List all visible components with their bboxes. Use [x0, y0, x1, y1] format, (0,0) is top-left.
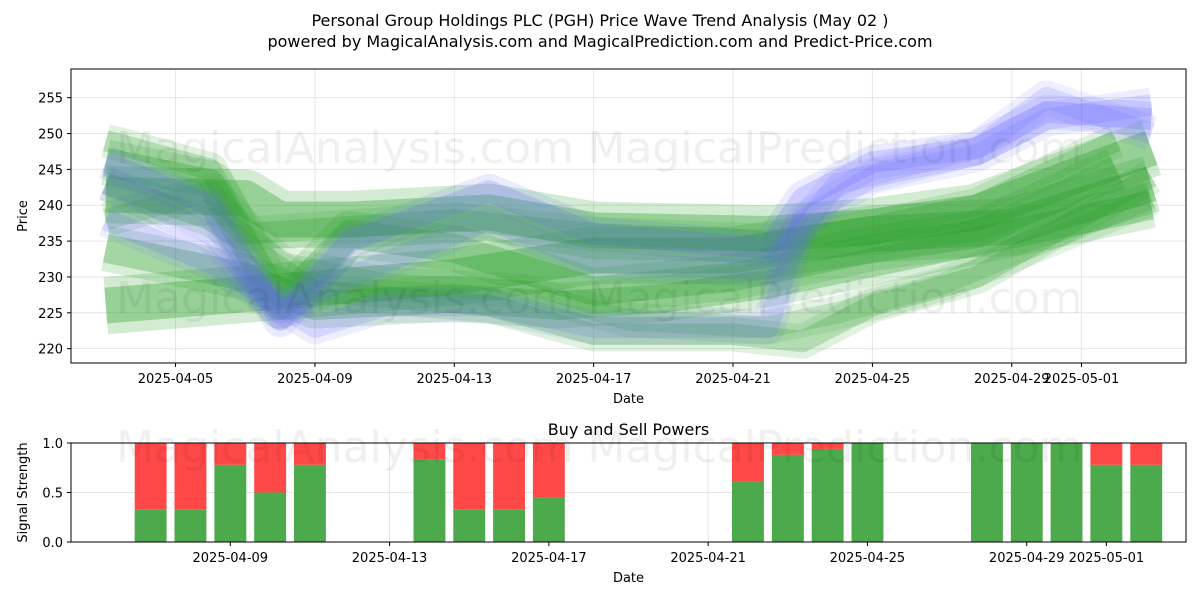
x-tick-label: 2025-04-21 [695, 372, 771, 387]
wave-band-halo [100, 161, 1160, 359]
sell-bar [771, 443, 804, 455]
buy-bar [732, 481, 764, 542]
y-tick-label: 230 [38, 271, 63, 286]
x-tick-label: 2025-04-21 [670, 551, 746, 566]
buy-bar [174, 509, 207, 542]
y-tick-label: 220 [38, 343, 63, 358]
sell-bar [453, 443, 486, 510]
sell-bar [1090, 443, 1123, 465]
wave-band [102, 191, 1155, 320]
wave-band [101, 86, 1155, 324]
buy-bar [771, 454, 804, 542]
x-tick-label: 2025-04-13 [352, 551, 428, 566]
y-axis-label: Price [16, 200, 31, 232]
buy-bar [493, 509, 525, 542]
wave-band-halo [105, 120, 1162, 263]
price-chart: 2025-04-05 2025-04-09 2025-04-13 2025-04-17… [16, 68, 1187, 407]
buy-bar [453, 509, 486, 542]
buy-bar [413, 459, 446, 542]
buy-bar [851, 443, 884, 542]
buy-bar [134, 509, 167, 542]
y-tick-label: 0.0 [42, 536, 63, 551]
buy-bar [1010, 443, 1043, 542]
wave-band [102, 180, 1156, 338]
watermark-prediction-top: MagicalPrediction.com [588, 123, 1083, 174]
sell-bar [214, 443, 247, 465]
y-tick-label: 240 [38, 199, 63, 214]
sell-bar [254, 443, 287, 493]
buy-bar [214, 464, 247, 542]
sell-bar [532, 443, 565, 498]
wave-band-halo [101, 173, 1158, 345]
wave-band [102, 167, 1157, 353]
sell-bar [294, 443, 326, 465]
sell-bar [732, 443, 764, 482]
buy-bar [1130, 464, 1163, 542]
y-tick-label: 250 [38, 128, 63, 143]
sell-bar [493, 443, 525, 510]
watermark-analysis-mid: MagicalAnalysis.com [116, 273, 574, 324]
x-tick-label: 2025-04-29 [974, 372, 1050, 387]
signal-chart-title: Buy and Sell Powers [548, 420, 710, 439]
wave-band [104, 166, 1157, 324]
buy-bar [294, 464, 326, 542]
y-axis-label: Signal Strength [16, 442, 31, 542]
x-tick-label: 2025-04-25 [835, 372, 911, 387]
sell-bar [134, 443, 167, 510]
wave-band [101, 101, 1152, 331]
figure-title-line2: powered by MagicalAnalysis.com and Magic… [267, 32, 932, 51]
wave-band-halo [101, 139, 1126, 329]
y-tick-label: 1.0 [42, 437, 63, 452]
wave-band-halo [103, 156, 1160, 335]
watermark-analysis-bottom: MagicalAnalysis.com [116, 422, 574, 473]
y-tick-label: 255 [38, 92, 63, 107]
signal-chart: Buy and Sell Powers 2025-04-09 2025-04-13 2… [16, 420, 1187, 586]
x-tick-label: 2025-04-25 [830, 551, 906, 566]
watermark-analysis-top: MagicalAnalysis.com [116, 123, 574, 174]
y-tick-label: 245 [38, 163, 63, 178]
sell-bar [1130, 443, 1163, 465]
buy-bar [971, 443, 1003, 542]
x-tick-label: 2025-04-05 [138, 372, 214, 387]
x-tick-label: 2025-04-13 [417, 372, 493, 387]
sell-bar [413, 443, 446, 460]
y-tick-label: 235 [38, 235, 63, 250]
watermark-prediction-mid: MagicalPrediction.com [588, 273, 1083, 324]
wave-band [105, 131, 1158, 252]
x-tick-label: 2025-05-01 [1044, 372, 1120, 387]
wave-band-halo [101, 182, 1156, 329]
wave-band [101, 94, 1153, 338]
x-axis-label: Date [613, 571, 644, 586]
x-tick-label: 2025-04-09 [277, 372, 353, 387]
wave-band-halo [101, 124, 1124, 259]
plot-frame [70, 68, 1187, 364]
y-tick-label: 225 [38, 307, 63, 322]
x-tick-label: 2025-04-17 [556, 372, 632, 387]
wave-band-halo [98, 80, 1157, 330]
buy-bar [811, 448, 844, 542]
wave-band [102, 148, 1123, 320]
y-tick-label: 0.5 [42, 487, 63, 502]
buy-bar [1050, 443, 1083, 542]
buy-bar [1090, 464, 1123, 542]
buy-bar [532, 497, 565, 542]
x-tick-label: 2025-04-29 [989, 551, 1065, 566]
x-tick-label: 2025-04-09 [193, 551, 269, 566]
wave-band-halo [99, 94, 1153, 338]
watermark-prediction-bottom: MagicalPrediction.com [588, 422, 1083, 473]
figure-title-line1: Personal Group Holdings PLC (PGH) Price … [311, 11, 888, 30]
wave-band [102, 130, 1121, 252]
sell-bar [174, 443, 207, 510]
x-tick-label: 2025-05-01 [1069, 551, 1145, 566]
buy-bar [254, 492, 287, 542]
sell-bar [811, 443, 844, 449]
x-axis-label: Date [613, 392, 644, 407]
x-tick-label: 2025-04-17 [511, 551, 587, 566]
wave-band-halo [99, 87, 1154, 345]
